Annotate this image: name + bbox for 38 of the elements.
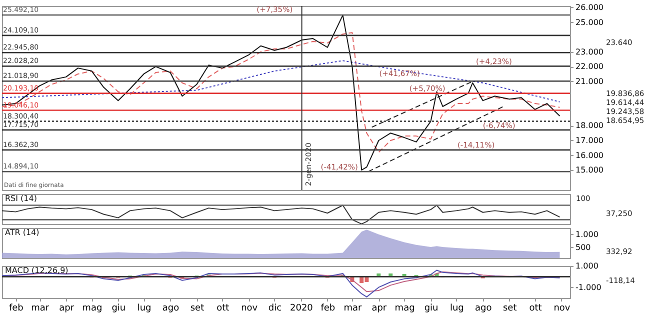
y-tick-label: 16.000 xyxy=(576,150,604,160)
y-tick-label: 21.000 xyxy=(576,76,604,86)
x-tick-label: lug xyxy=(137,304,152,314)
x-tick-label: 2020 xyxy=(290,304,314,314)
y-tick-label: 18.000 xyxy=(576,121,604,130)
chart-title: MACD (12,26,9) xyxy=(5,266,68,275)
x-tick-label: mag xyxy=(394,304,415,314)
x-tick-label: giu xyxy=(112,304,126,314)
y-tick-label: 26.000 xyxy=(576,2,604,12)
y-tick-label: -1.000 xyxy=(576,282,602,292)
x-tick-label: set xyxy=(190,304,205,314)
x-tick-label: ott xyxy=(216,304,230,314)
x-tick-label: giu xyxy=(424,304,438,314)
x-tick-label: ott xyxy=(529,304,542,314)
x-tick-label: nov xyxy=(554,304,571,314)
x-tick-label: mar xyxy=(31,304,50,314)
x-tick-label: mag xyxy=(82,304,102,314)
y-tick-label: 22.000 xyxy=(576,62,604,72)
y-tick-label: 23.000 xyxy=(576,47,604,56)
chart-title: RSI (14) xyxy=(5,194,37,203)
chart-title: ATR (14) xyxy=(5,228,40,237)
y-tick-label: 25.000 xyxy=(576,18,604,27)
x-tick-label: lug xyxy=(450,304,464,314)
y-tick-label: 17.000 xyxy=(576,136,604,145)
x-tick-label: dic xyxy=(268,304,282,314)
x-tick-label: mar xyxy=(344,304,362,314)
x-tick-label: nov xyxy=(241,304,258,314)
x-tick-label: apr xyxy=(372,304,387,314)
y-tick-label: 1.000 xyxy=(576,262,598,270)
x-tick-label: feb xyxy=(320,304,336,314)
x-tick-label: ago xyxy=(475,304,492,314)
x-tick-label: feb xyxy=(8,304,24,314)
x-tick-label: ago xyxy=(162,304,180,314)
y-tick-label: 500 xyxy=(576,242,591,252)
y-tick-label: 15.000 xyxy=(576,166,604,175)
y-tick-label: 1.000 xyxy=(576,230,598,239)
x-tick-label: set xyxy=(502,304,518,314)
x-tick-label: apr xyxy=(59,304,74,314)
